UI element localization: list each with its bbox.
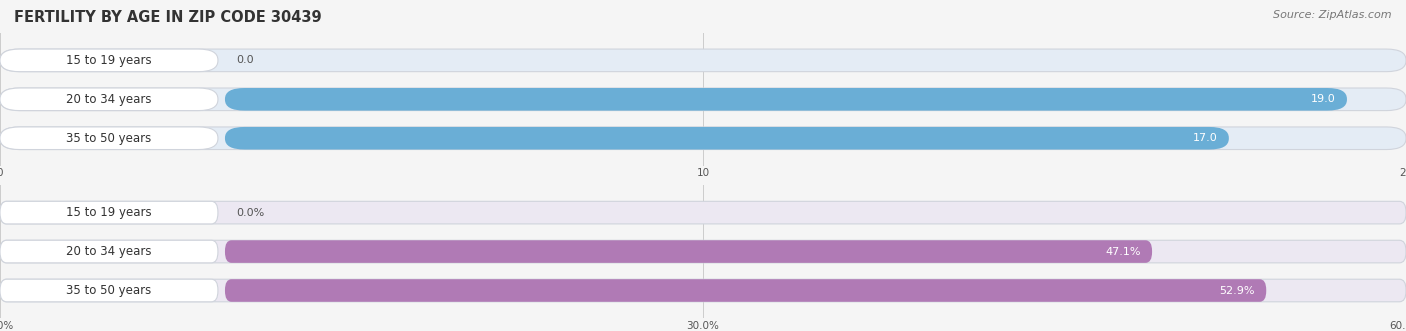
Text: 0.0%: 0.0% bbox=[236, 208, 264, 217]
Text: 20 to 34 years: 20 to 34 years bbox=[66, 93, 152, 106]
FancyBboxPatch shape bbox=[0, 127, 218, 150]
Text: 19.0: 19.0 bbox=[1310, 94, 1336, 104]
Text: Source: ZipAtlas.com: Source: ZipAtlas.com bbox=[1274, 10, 1392, 20]
FancyBboxPatch shape bbox=[225, 127, 1229, 150]
FancyBboxPatch shape bbox=[0, 201, 1406, 224]
FancyBboxPatch shape bbox=[0, 49, 1406, 71]
FancyBboxPatch shape bbox=[0, 127, 1406, 150]
Text: 52.9%: 52.9% bbox=[1219, 286, 1256, 296]
FancyBboxPatch shape bbox=[0, 49, 218, 71]
FancyBboxPatch shape bbox=[225, 279, 1267, 302]
FancyBboxPatch shape bbox=[0, 201, 218, 224]
Text: 35 to 50 years: 35 to 50 years bbox=[66, 132, 152, 145]
FancyBboxPatch shape bbox=[0, 240, 1406, 263]
FancyBboxPatch shape bbox=[0, 279, 218, 302]
FancyBboxPatch shape bbox=[225, 88, 1347, 111]
Text: FERTILITY BY AGE IN ZIP CODE 30439: FERTILITY BY AGE IN ZIP CODE 30439 bbox=[14, 10, 322, 25]
FancyBboxPatch shape bbox=[0, 88, 218, 111]
FancyBboxPatch shape bbox=[225, 240, 1152, 263]
Text: 15 to 19 years: 15 to 19 years bbox=[66, 54, 152, 67]
Text: 35 to 50 years: 35 to 50 years bbox=[66, 284, 152, 297]
Text: 47.1%: 47.1% bbox=[1105, 247, 1140, 257]
FancyBboxPatch shape bbox=[0, 88, 1406, 111]
Text: 15 to 19 years: 15 to 19 years bbox=[66, 206, 152, 219]
Text: 0.0: 0.0 bbox=[236, 55, 254, 65]
Text: 20 to 34 years: 20 to 34 years bbox=[66, 245, 152, 258]
Text: 17.0: 17.0 bbox=[1192, 133, 1218, 143]
FancyBboxPatch shape bbox=[0, 279, 1406, 302]
FancyBboxPatch shape bbox=[0, 240, 218, 263]
